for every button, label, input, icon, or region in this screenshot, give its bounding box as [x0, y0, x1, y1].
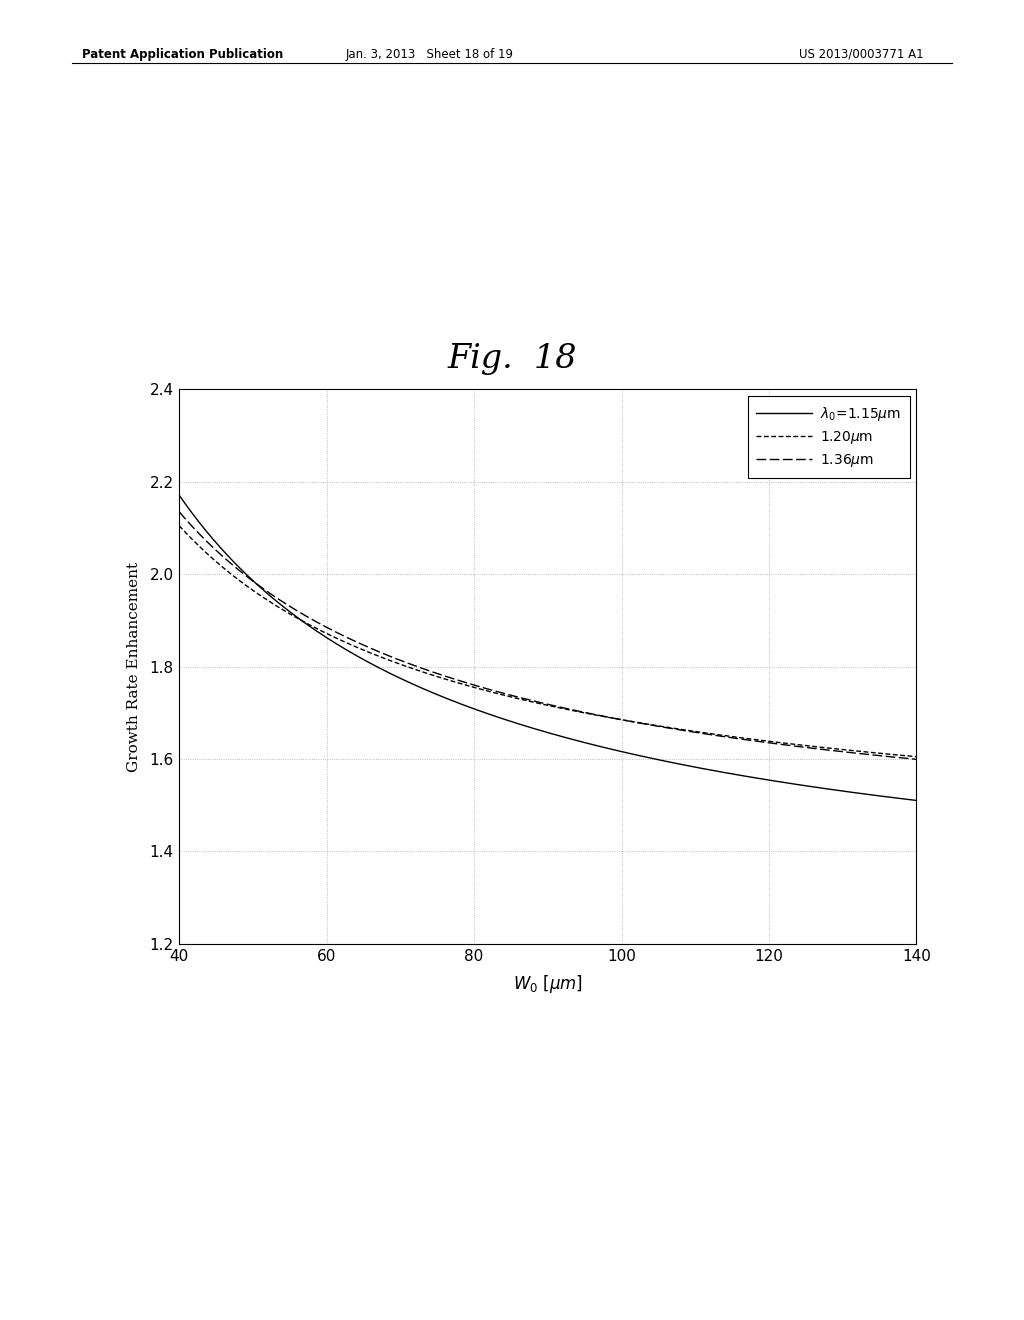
- Text: Jan. 3, 2013   Sheet 18 of 19: Jan. 3, 2013 Sheet 18 of 19: [346, 48, 514, 61]
- Y-axis label: Growth Rate Enhancement: Growth Rate Enhancement: [127, 561, 141, 772]
- X-axis label: $W_0\ [\mu m]$: $W_0\ [\mu m]$: [513, 973, 583, 995]
- Text: US 2013/0003771 A1: US 2013/0003771 A1: [799, 48, 924, 61]
- Text: Fig.  18: Fig. 18: [447, 343, 577, 375]
- Text: Patent Application Publication: Patent Application Publication: [82, 48, 284, 61]
- Legend: $\lambda_0$=1.15$\mu$m, 1.20$\mu$m, 1.36$\mu$m: $\lambda_0$=1.15$\mu$m, 1.20$\mu$m, 1.36…: [748, 396, 909, 478]
